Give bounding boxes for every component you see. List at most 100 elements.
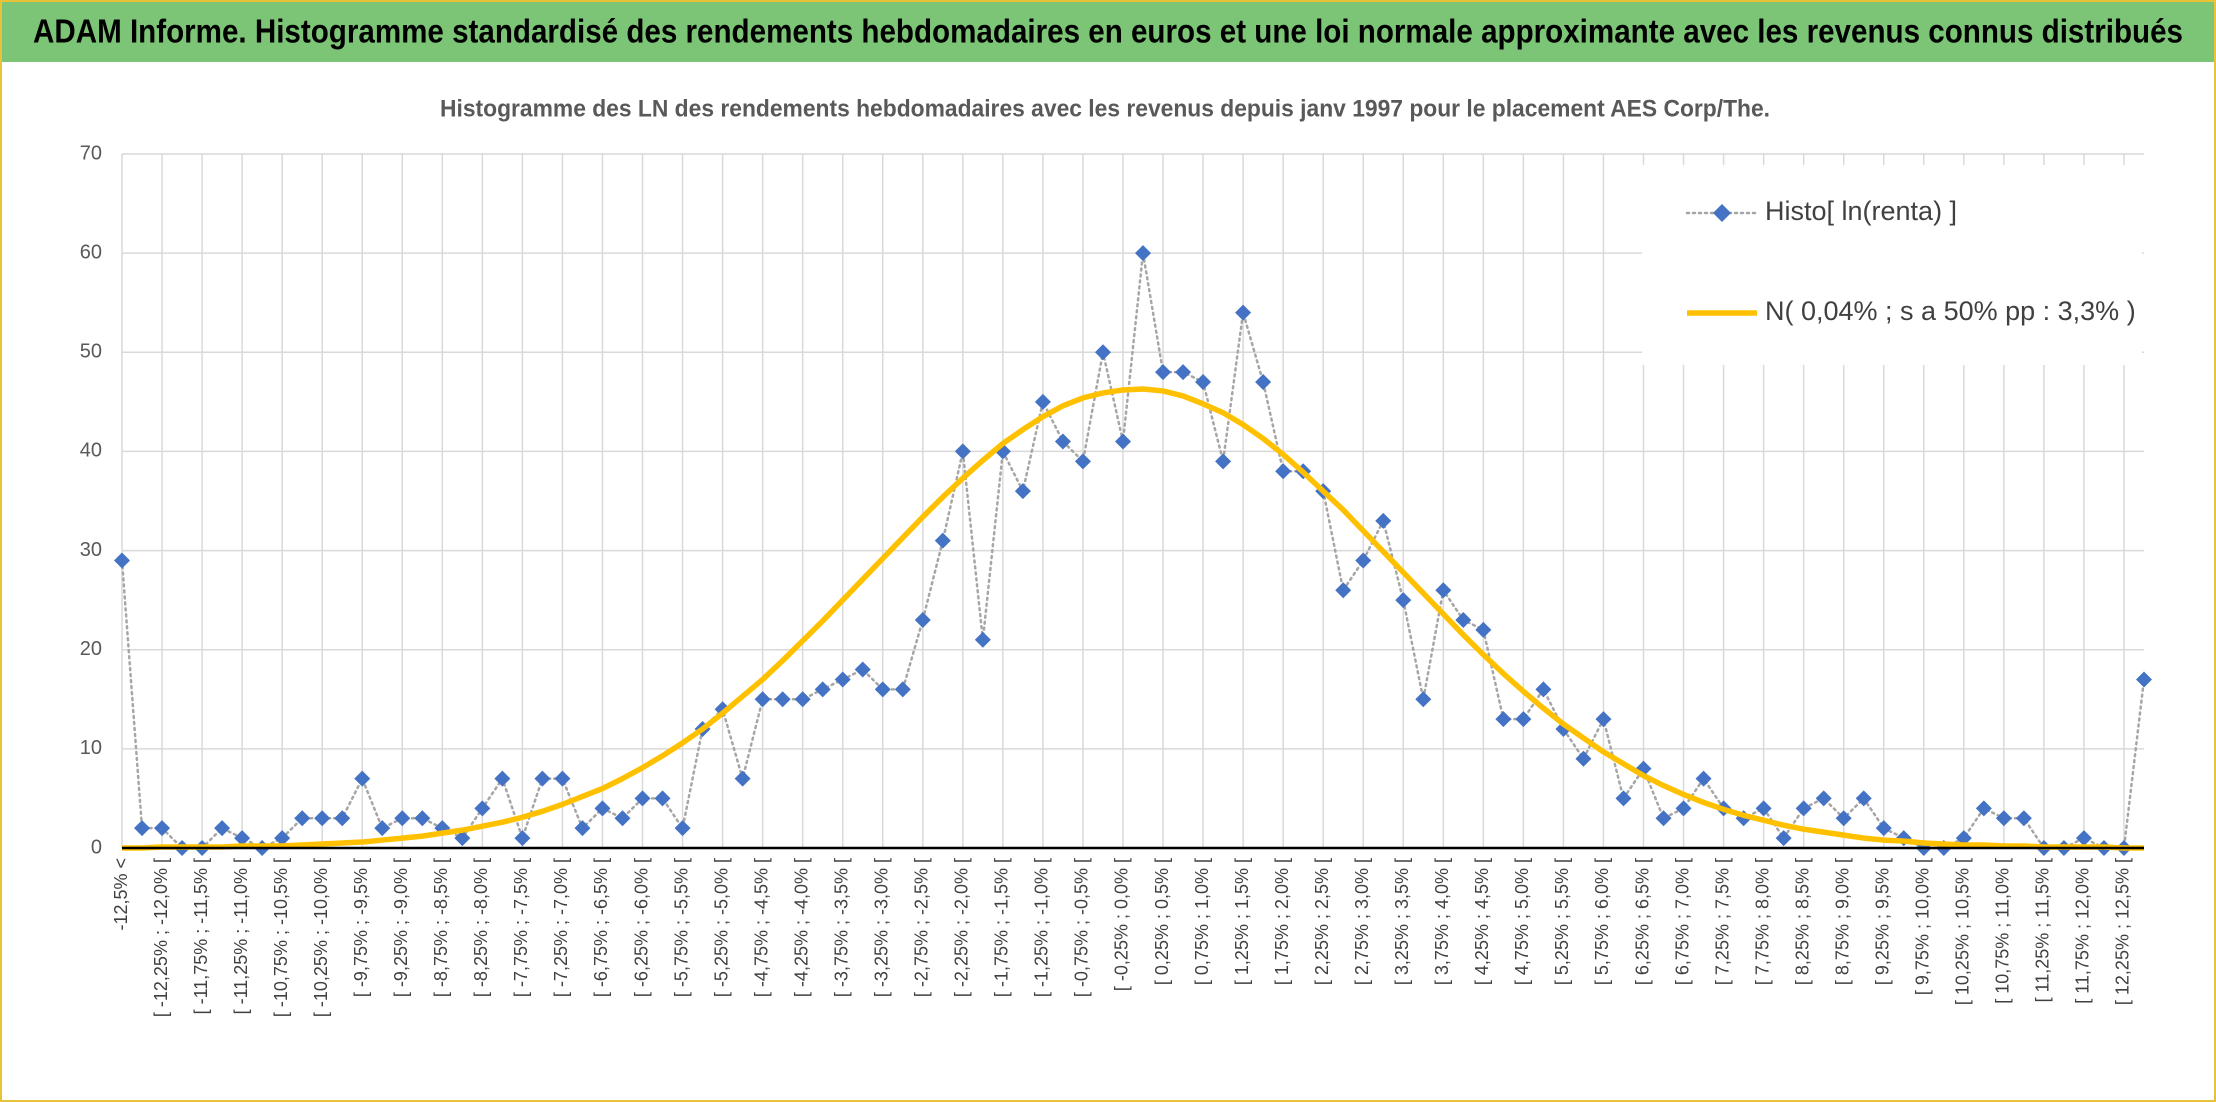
x-tick-label: [ 5,25% ; 5,5% [: [1552, 858, 1572, 985]
data-point: [1195, 374, 1212, 391]
data-point: [1375, 512, 1392, 529]
legend-label: Histo[ ln(renta) ]: [1765, 196, 1957, 226]
data-point: [874, 681, 891, 698]
x-tick-label: [ -0,25% ; 0,0% [: [1112, 858, 1132, 991]
data-point: [374, 820, 391, 837]
x-tick-label: [ 3,25% ; 3,5% [: [1392, 858, 1412, 985]
axis: 0 10 20 30 40 50 60 70 -12,5% < [ -12,25% ; -12,0…: [80, 142, 2144, 1017]
series-line: [122, 386, 2144, 851]
y-tick-label: 60: [80, 241, 102, 263]
data-point: [1675, 800, 1692, 817]
x-tick-label: [ 6,75% ; 7,0% [: [1672, 858, 1692, 985]
page-title: ADAM Informe. Histogramme standardisé de…: [33, 13, 2183, 50]
x-tick-label: [ -11,25% ; -11,0% [: [231, 858, 251, 1014]
data-point: [1795, 800, 1812, 817]
data-point: [1135, 245, 1152, 262]
data-point: [1094, 344, 1111, 361]
data-point: [774, 691, 791, 708]
data-point: [854, 661, 871, 678]
data-point: [914, 611, 931, 628]
data-point: [334, 810, 351, 827]
x-tick-label: [ 4,25% ; 4,5% [: [1472, 858, 1492, 985]
data-point: [1175, 364, 1192, 381]
data-point: [1275, 463, 1292, 480]
data-point: [1455, 611, 1472, 628]
data-point: [554, 770, 571, 787]
data-point: [1034, 393, 1051, 410]
x-tick-label: [ -6,25% ; -6,0% [: [631, 858, 651, 997]
y-tick-label: 20: [80, 638, 102, 660]
x-tick-label: [ 3,75% ; 4,0% [: [1432, 858, 1452, 985]
x-tick-label: [ -5,25% ; -5,0% [: [711, 858, 731, 997]
data-point: [1595, 711, 1612, 728]
data-point: [294, 810, 311, 827]
x-tick-label: [ 12,25% ; 12,5% [: [2113, 858, 2133, 1005]
data-point: [414, 810, 431, 827]
data-point: [354, 770, 371, 787]
data-point: [534, 770, 551, 787]
data-point: [654, 790, 671, 807]
x-tick-label: [ 0,75% ; 1,0% [: [1192, 858, 1212, 985]
data-point: [1054, 433, 1071, 450]
title-bar: [2, 2, 2214, 62]
data-point: [494, 770, 511, 787]
x-tick-label: [ 11,25% ; 11,5% [: [2033, 858, 2053, 1002]
y-tick-label: 70: [80, 142, 102, 164]
data-point: [894, 681, 911, 698]
data-point: [1775, 830, 1792, 847]
x-tick-label: [ -11,75% ; -11,5% [: [191, 858, 211, 1014]
legend-marker: [1713, 204, 1731, 222]
data-point: [974, 631, 991, 648]
data-point: [1695, 770, 1712, 787]
data-point: [1835, 810, 1852, 827]
data-point: [734, 770, 751, 787]
data-point: [1855, 790, 1872, 807]
x-tick-label: [ -0,75% ; -0,5% [: [1072, 858, 1092, 997]
data-point: [1415, 691, 1432, 708]
legend: Histo[ ln(renta) ] N( 0,04% ; s a 50% pp …: [1642, 165, 2142, 365]
data-point: [674, 820, 691, 837]
data-point: [154, 820, 171, 837]
x-tick-label: [ 5,75% ; 6,0% [: [1592, 858, 1612, 985]
x-tick-label: [ -2,75% ; -2,5% [: [912, 858, 932, 997]
data-point: [2136, 671, 2152, 688]
data-point: [794, 691, 811, 708]
data-point: [754, 691, 771, 708]
data-point: [514, 830, 531, 847]
x-tick-label: [ -1,25% ; -1,0% [: [1032, 858, 1052, 997]
y-tick-label: 0: [91, 836, 102, 858]
x-tick-label: [ -3,25% ; -3,0% [: [872, 858, 892, 997]
x-tick-label: [ -10,25% ; -10,0% [: [311, 858, 331, 1017]
x-tick-label: [ 8,75% ; 9,0% [: [1832, 858, 1852, 985]
data-point: [454, 830, 471, 847]
x-tick-label: [ -4,75% ; -4,5% [: [751, 858, 771, 997]
x-tick-label: [ 0,25% ; 0,5% [: [1152, 858, 1172, 985]
x-tick-label: [ -7,25% ; -7,0% [: [551, 858, 571, 997]
data-point: [1335, 582, 1352, 599]
x-tick-label: [ -1,75% ; -1,5% [: [992, 858, 1012, 997]
data-point: [954, 443, 971, 460]
x-tick-label: [ -9,75% ; -9,5% [: [351, 858, 371, 997]
x-tick-label: [ 4,75% ; 5,0% [: [1512, 858, 1532, 985]
data-point: [134, 820, 151, 837]
y-tick-label: 10: [80, 737, 102, 759]
data-point: [1755, 800, 1772, 817]
x-tick-label: [ 7,25% ; 7,5% [: [1712, 858, 1732, 985]
data-point: [1355, 552, 1372, 569]
data-point: [1995, 810, 2012, 827]
data-point: [114, 552, 130, 569]
data-point: [834, 671, 851, 688]
x-tick-label: [ 9,75% ; 10,0% [: [1913, 858, 1933, 995]
data-point: [1074, 453, 1091, 470]
plot-area: [114, 245, 2152, 856]
data-point: [474, 800, 491, 817]
x-tick-label: [ -12,25% ; -12,0% [: [151, 858, 171, 1017]
data-point: [214, 820, 231, 837]
x-tick-label: [ 6,25% ; 6,5% [: [1632, 858, 1652, 985]
x-tick-label: [ -3,75% ; -3,5% [: [831, 858, 851, 997]
x-tick-label: [ 10,75% ; 11,0% [: [1993, 858, 2013, 1004]
y-tick-label: 50: [80, 341, 102, 363]
data-point: [594, 800, 611, 817]
